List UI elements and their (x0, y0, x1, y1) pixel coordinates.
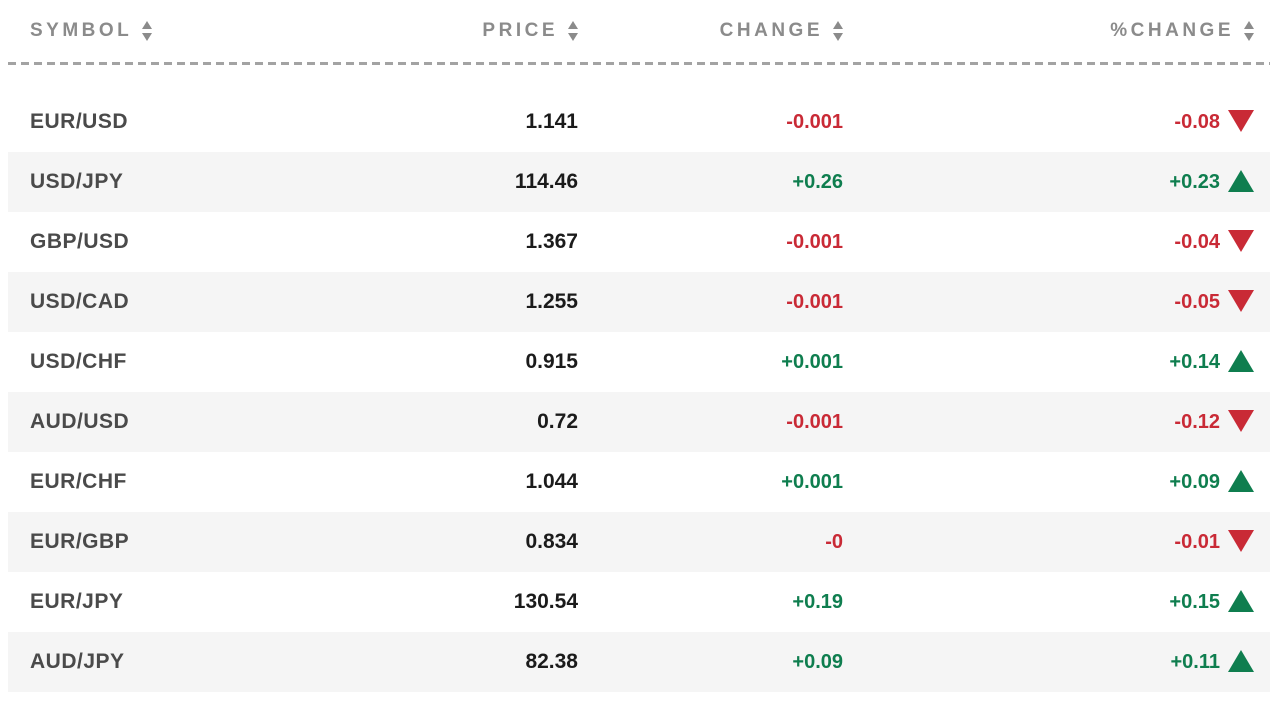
down-arrow-icon (1228, 530, 1254, 552)
column-header-price[interactable]: PRICE (368, 20, 578, 42)
pct-change-cell: +0.23 (843, 170, 1270, 194)
pct-change-value: +0.15 (1169, 590, 1220, 613)
down-arrow-icon (1228, 410, 1254, 432)
change-cell: +0.26 (792, 170, 843, 193)
change-cell: +0.001 (781, 470, 843, 493)
down-arrow-icon (1228, 110, 1254, 132)
symbol-cell: USD/JPY (30, 170, 124, 193)
pct-change-cell: -0.04 (843, 230, 1270, 254)
column-header-price-label: PRICE (482, 20, 558, 41)
table-row: EUR/GBP 0.834 -0 -0.01 (8, 512, 1270, 572)
price-cell: 0.915 (525, 350, 578, 373)
price-cell: 114.46 (514, 170, 578, 193)
change-cell: -0.001 (786, 230, 843, 253)
up-arrow-icon (1228, 350, 1254, 372)
symbol-cell: EUR/GBP (30, 530, 130, 553)
symbol-cell: EUR/USD (30, 110, 129, 133)
column-header-symbol-label: SYMBOL (30, 20, 133, 41)
column-header-change[interactable]: CHANGE (578, 20, 843, 42)
table-row: EUR/JPY 130.54 +0.19 +0.15 (8, 572, 1270, 632)
sort-icon (568, 21, 578, 41)
price-cell: 0.834 (525, 530, 578, 553)
column-header-pct-change[interactable]: %CHANGE (843, 20, 1270, 42)
pct-change-value: +0.11 (1170, 650, 1220, 673)
change-cell: -0.001 (786, 410, 843, 433)
pct-change-cell: +0.14 (843, 350, 1270, 374)
price-cell: 1.044 (525, 470, 578, 493)
change-cell: -0.001 (786, 290, 843, 313)
price-cell: 1.255 (525, 290, 578, 313)
pct-change-cell: -0.05 (843, 290, 1270, 314)
symbol-cell: EUR/JPY (30, 590, 124, 613)
pct-change-value: +0.14 (1169, 350, 1220, 373)
change-cell: +0.001 (781, 350, 843, 373)
pct-change-value: -0.04 (1174, 230, 1220, 253)
pct-change-cell: -0.12 (843, 410, 1270, 434)
table-row: AUD/JPY 82.38 +0.09 +0.11 (8, 632, 1270, 692)
symbol-cell: GBP/USD (30, 230, 130, 253)
up-arrow-icon (1228, 170, 1254, 192)
table-row: AUD/USD 0.72 -0.001 -0.12 (8, 392, 1270, 452)
column-header-change-label: CHANGE (719, 20, 823, 41)
up-arrow-icon (1228, 590, 1254, 612)
sort-icon (833, 21, 843, 41)
pct-change-value: +0.09 (1169, 470, 1220, 493)
pct-change-value: -0.08 (1174, 110, 1220, 133)
table-row: EUR/CHF 1.044 +0.001 +0.09 (8, 452, 1270, 512)
pct-change-value: -0.01 (1174, 530, 1220, 553)
symbol-cell: USD/CAD (30, 290, 130, 313)
down-arrow-icon (1228, 230, 1254, 252)
price-cell: 1.367 (525, 230, 578, 253)
change-cell: +0.09 (792, 650, 843, 673)
up-arrow-icon (1228, 650, 1254, 672)
change-cell: -0 (825, 530, 843, 553)
pct-change-value: +0.23 (1169, 170, 1220, 193)
column-header-symbol[interactable]: SYMBOL (8, 20, 368, 42)
change-cell: -0.001 (786, 110, 843, 133)
pct-change-cell: +0.11 (843, 650, 1270, 674)
pct-change-cell: +0.09 (843, 470, 1270, 494)
symbol-cell: USD/CHF (30, 350, 127, 373)
table-header-row: SYMBOL PRICE CHANGE %CHANGE (8, 0, 1270, 62)
symbol-cell: EUR/CHF (30, 470, 127, 493)
table-row: USD/JPY 114.46 +0.26 +0.23 (8, 152, 1270, 212)
pct-change-cell: -0.01 (843, 530, 1270, 554)
up-arrow-icon (1228, 470, 1254, 492)
change-cell: +0.19 (792, 590, 843, 613)
price-cell: 130.54 (513, 590, 578, 613)
symbol-cell: AUD/JPY (30, 650, 125, 673)
table-row: USD/CAD 1.255 -0.001 -0.05 (8, 272, 1270, 332)
sort-icon (1244, 21, 1254, 41)
pct-change-cell: -0.08 (843, 110, 1270, 134)
table-row: GBP/USD 1.367 -0.001 -0.04 (8, 212, 1270, 272)
pct-change-value: -0.05 (1174, 290, 1220, 313)
table-row: EUR/USD 1.141 -0.001 -0.08 (8, 92, 1270, 152)
price-cell: 0.72 (537, 410, 578, 433)
down-arrow-icon (1228, 290, 1254, 312)
price-cell: 82.38 (525, 650, 578, 673)
symbol-cell: AUD/USD (30, 410, 130, 433)
pct-change-cell: +0.15 (843, 590, 1270, 614)
pct-change-value: -0.12 (1174, 410, 1220, 433)
sort-icon (142, 21, 153, 41)
header-divider (8, 62, 1270, 65)
price-cell: 1.141 (525, 110, 578, 133)
table-row: USD/CHF 0.915 +0.001 +0.14 (8, 332, 1270, 392)
table-body: EUR/USD 1.141 -0.001 -0.08 USD/JPY 114.46 +0.2… (8, 92, 1270, 692)
column-header-pct-change-label: %CHANGE (1110, 20, 1234, 41)
